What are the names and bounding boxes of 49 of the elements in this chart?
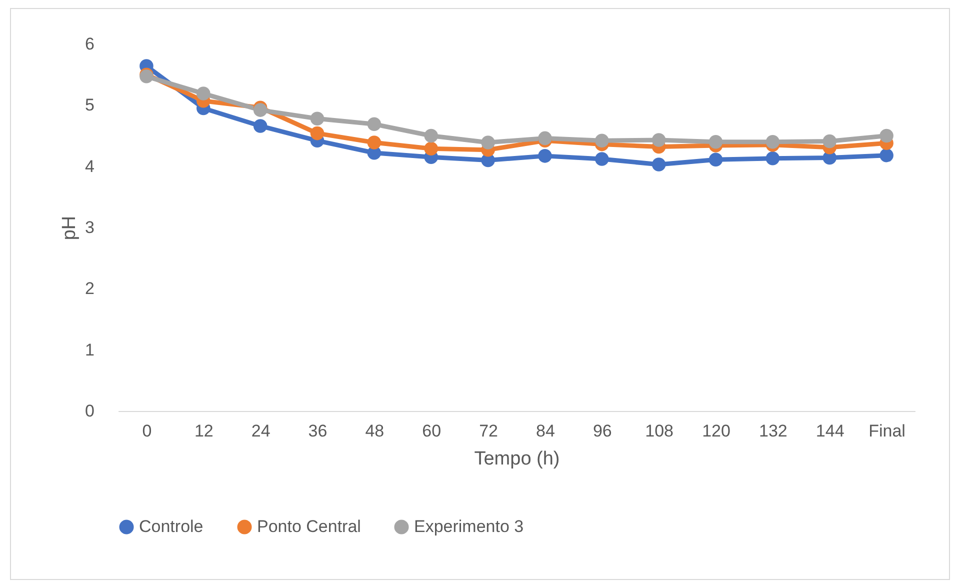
point: [822, 134, 836, 148]
x-tick-label: 120: [702, 422, 730, 440]
legend-label: Experimento 3: [414, 516, 524, 536]
point: [708, 134, 723, 149]
point: [538, 149, 552, 163]
x-tick-label: 144: [816, 422, 844, 440]
point: [766, 134, 780, 149]
point: [424, 142, 438, 156]
point: [310, 126, 324, 140]
point: [766, 152, 780, 166]
x-tick-label: 48: [365, 422, 384, 440]
y-tick-label: 5: [85, 96, 94, 115]
y-tick-label: 2: [85, 279, 94, 298]
y-axis-title: pH: [59, 216, 80, 240]
y-tick-label: 3: [85, 218, 94, 237]
y-tick-label: 6: [85, 34, 94, 54]
point: [652, 158, 666, 172]
y-tick-label: 1: [85, 340, 94, 360]
y-tick-label: 4: [85, 156, 94, 176]
x-axis-title: Tempo (h): [474, 448, 560, 470]
x-tick-label: 108: [645, 422, 674, 440]
x-tick-label: 84: [536, 422, 555, 440]
point: [424, 128, 438, 143]
y-tick-label: 0: [85, 402, 94, 420]
x-tick-label: 36: [308, 422, 328, 440]
point: [595, 134, 609, 148]
point: [481, 136, 495, 150]
point: [708, 152, 723, 166]
x-tick-label: 12: [194, 422, 214, 440]
point: [253, 119, 268, 133]
legend-label: Controle: [139, 516, 204, 536]
point: [880, 148, 894, 162]
point: [880, 128, 894, 143]
point: [367, 136, 382, 150]
x-tick-label: 24: [251, 422, 270, 440]
x-tick-label: Final: [868, 422, 906, 440]
point: [196, 86, 210, 100]
x-tick-label: 0: [142, 422, 152, 440]
point: [310, 112, 324, 126]
x-tick-label: 132: [758, 422, 788, 440]
point: [367, 117, 382, 132]
x-tick-label: 72: [479, 422, 498, 440]
legend-label: Ponto Central: [257, 516, 361, 536]
point: [538, 131, 552, 146]
point: [253, 103, 268, 117]
point: [595, 152, 609, 166]
x-tick-label: 60: [422, 422, 442, 440]
x-tick-label: 96: [592, 422, 612, 440]
point: [652, 133, 666, 147]
